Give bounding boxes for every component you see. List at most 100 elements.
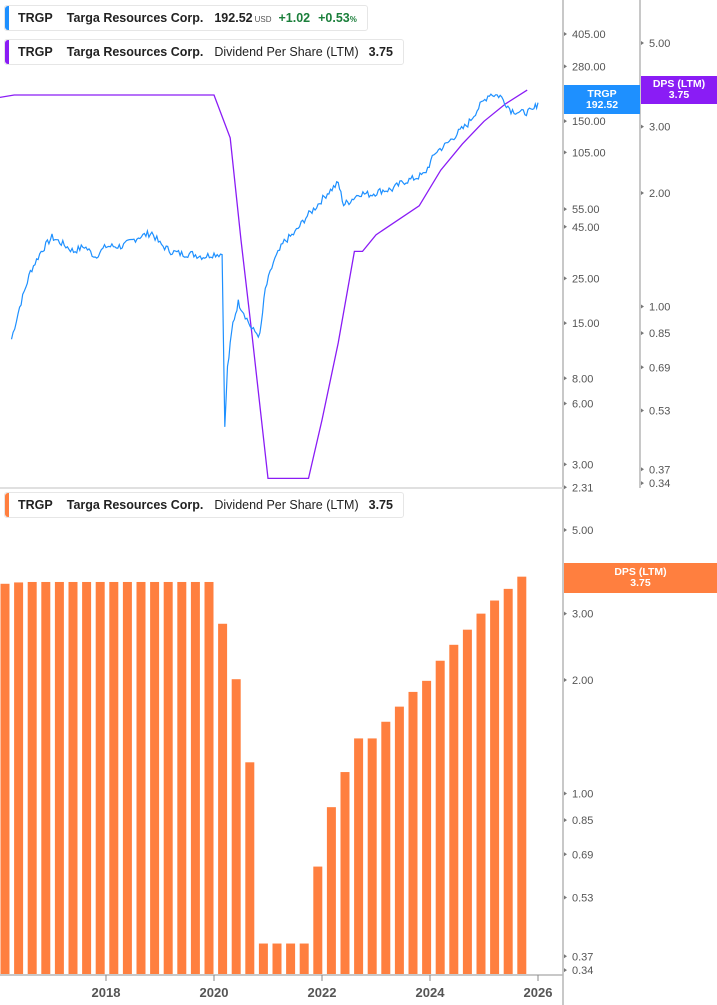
dps-bar[interactable] <box>408 691 418 974</box>
legend-dps-top[interactable]: TRGP Targa Resources Corp. Dividend Per … <box>4 39 404 65</box>
tick-mark <box>641 304 644 309</box>
tick-mark <box>564 611 567 616</box>
tick-mark <box>564 321 567 326</box>
x-tick-label: 2024 <box>416 985 446 1000</box>
dps-tick-label: 5.00 <box>572 525 593 537</box>
price-tick-label: 3.00 <box>572 459 593 471</box>
dps-bar[interactable] <box>326 807 336 974</box>
dps-tag-bottom: DPS (LTM) 3.75 <box>564 563 717 593</box>
dps-tick-label: 3.00 <box>572 609 593 621</box>
tick-mark <box>564 818 567 823</box>
price-tag-symbol: TRGP <box>587 87 617 100</box>
dps-bar[interactable] <box>109 581 119 974</box>
dps-bar[interactable] <box>381 721 391 974</box>
dps-bar[interactable] <box>190 581 200 974</box>
price-tick-label: 2.31 <box>572 482 593 494</box>
tick-mark <box>641 365 644 370</box>
tick-mark <box>564 954 567 959</box>
dps-bar[interactable] <box>41 581 51 974</box>
tick-mark <box>564 401 567 406</box>
dps-bar[interactable] <box>218 623 228 974</box>
dps-bar[interactable] <box>422 680 432 974</box>
dps-tick-label: 2.00 <box>572 675 593 687</box>
tick-mark <box>641 408 644 413</box>
legend-dps-bottom[interactable]: TRGP Targa Resources Corp. Dividend Per … <box>4 492 404 518</box>
dps-bar[interactable] <box>340 772 350 974</box>
tick-mark <box>641 481 644 486</box>
legend-change: +1.02 <box>278 11 311 25</box>
dps-bar[interactable] <box>136 581 146 974</box>
tick-mark <box>564 276 567 281</box>
tick-mark <box>564 32 567 36</box>
dps-bar[interactable] <box>394 706 404 974</box>
tick-mark <box>564 376 567 381</box>
dps-bar[interactable] <box>82 581 92 974</box>
price-tick-label: 45.00 <box>572 222 600 234</box>
dps-bar[interactable] <box>286 943 296 974</box>
dps-bar[interactable] <box>476 613 486 974</box>
dps-bar[interactable] <box>258 943 268 974</box>
legend-price-value: 192.52 <box>214 11 253 25</box>
change-pct-value: +0.53 <box>318 11 350 25</box>
dps-bar[interactable] <box>517 576 527 974</box>
dps-bar[interactable] <box>462 629 472 974</box>
dps-bar[interactable] <box>122 581 132 974</box>
dps-bar[interactable] <box>354 738 364 974</box>
tick-mark <box>564 64 567 69</box>
legend-company: Targa Resources Corp. <box>66 498 204 512</box>
price-tag: TRGP 192.52 <box>564 85 640 114</box>
dps-bar[interactable] <box>204 581 214 974</box>
legend-company: Targa Resources Corp. <box>66 45 204 59</box>
dps-bar[interactable] <box>27 581 37 974</box>
dps-bar[interactable] <box>95 581 105 974</box>
dps-bar[interactable] <box>313 866 323 974</box>
dps-bar[interactable] <box>503 588 513 974</box>
dps-bar[interactable] <box>150 581 160 974</box>
tick-mark <box>641 191 644 196</box>
dps-tick-label: 0.53 <box>572 892 593 904</box>
price-tick-label: 8.00 <box>572 373 593 385</box>
dps-tag-top: DPS (LTM) 3.75 <box>641 76 717 104</box>
dps-bar[interactable] <box>245 762 255 974</box>
x-tick-label: 2018 <box>92 985 121 1000</box>
dps-bars <box>0 576 527 974</box>
price-tick-label: 105.00 <box>572 147 606 159</box>
price-line <box>10 93 539 427</box>
dps-bar[interactable] <box>367 738 377 974</box>
x-tick-label: 2026 <box>524 985 553 1000</box>
dps-bar[interactable] <box>449 644 459 974</box>
dps-tag-value: 3.75 <box>668 89 690 101</box>
dps-axis-ticks-top: 5.00 3.00 2.00 1.00 0.85 0.69 0.53 0.37 0.34 <box>641 38 670 490</box>
dps-tag-label: DPS (LTM) <box>652 78 706 90</box>
dps-bar[interactable] <box>14 582 24 974</box>
x-axis-ticks: 2018 2020 2022 2024 2026 <box>92 975 553 1000</box>
legend-symbol: TRGP <box>18 45 53 59</box>
dps-bar[interactable] <box>231 679 241 974</box>
dps-tick-label: 0.85 <box>572 815 593 827</box>
tick-mark <box>641 467 644 472</box>
dps-bar[interactable] <box>435 660 445 974</box>
dps-bar[interactable] <box>0 583 10 974</box>
dps-tick-label: 2.00 <box>649 188 670 200</box>
tick-mark <box>564 852 567 857</box>
legend-price[interactable]: TRGP Targa Resources Corp. 192.52 USD +1… <box>4 5 368 31</box>
dps-bar[interactable] <box>68 581 78 974</box>
dps-bar[interactable] <box>177 581 187 974</box>
legend-value: 3.75 <box>368 498 393 512</box>
price-tick-label: 280.00 <box>572 61 606 73</box>
price-tag-value: 192.52 <box>585 98 619 111</box>
dps-bar[interactable] <box>490 600 500 974</box>
dps-bar[interactable] <box>299 943 309 974</box>
tick-mark <box>564 791 567 796</box>
dps-bar[interactable] <box>163 581 173 974</box>
legend-color-swatch <box>5 493 9 517</box>
dps-tick-label: 0.37 <box>572 951 593 963</box>
tick-mark <box>564 462 567 467</box>
dps-bar[interactable] <box>272 943 282 974</box>
dps-line <box>0 89 528 480</box>
legend-symbol: TRGP <box>18 498 53 512</box>
tick-mark <box>564 678 567 683</box>
dps-bar[interactable] <box>54 581 64 974</box>
pct-sign: % <box>349 15 357 24</box>
